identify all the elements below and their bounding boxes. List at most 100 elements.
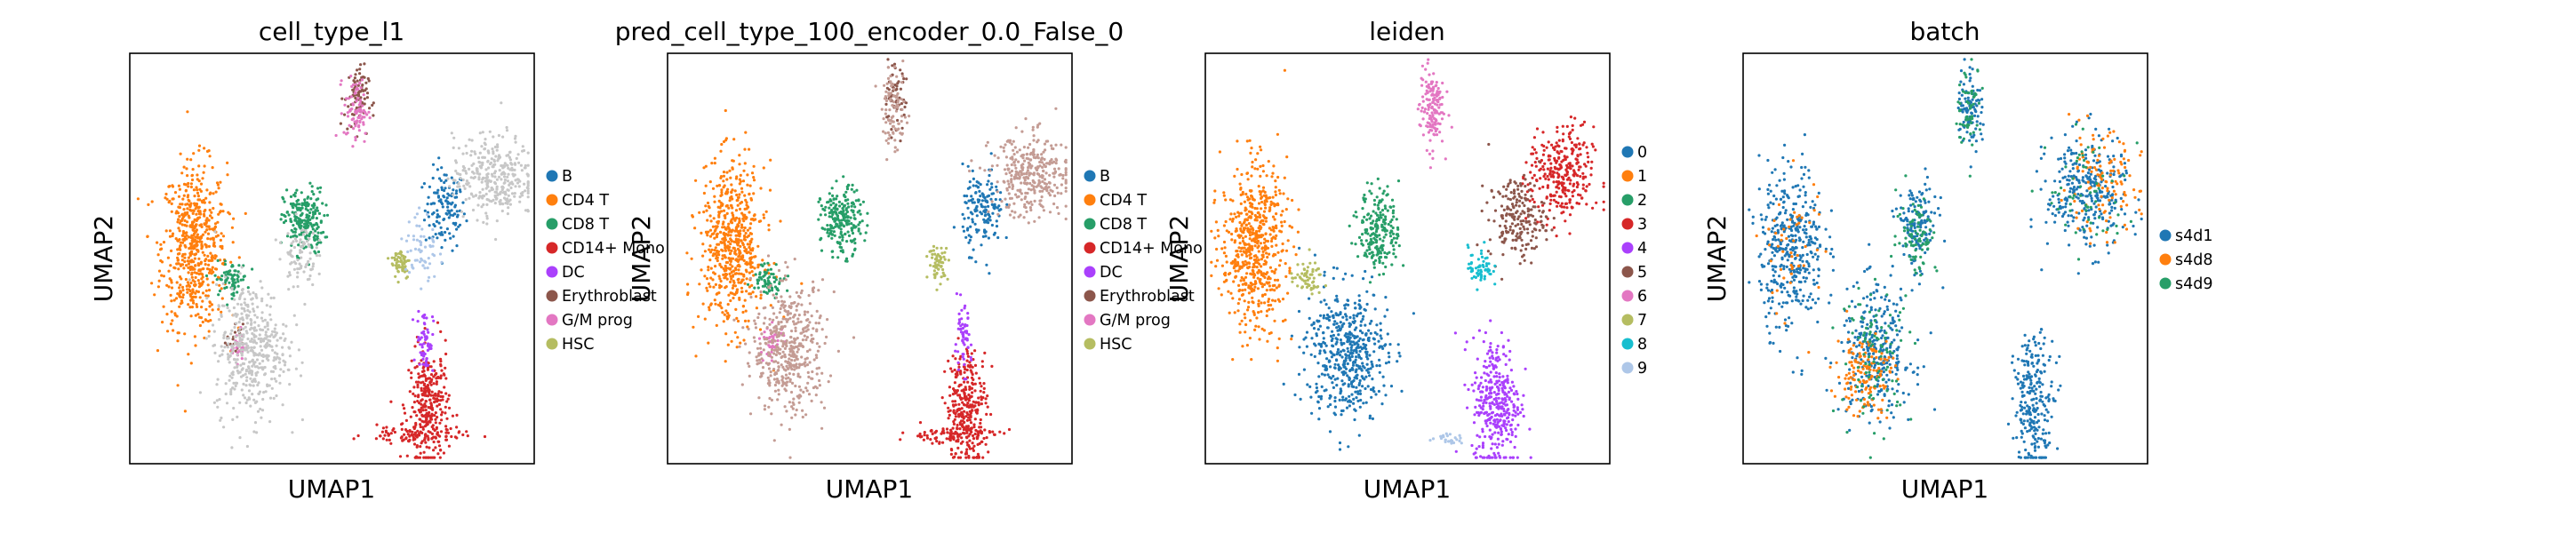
data-point: [220, 287, 223, 290]
data-point: [741, 383, 744, 386]
data-point: [366, 96, 369, 99]
data-point: [980, 243, 982, 246]
data-point: [963, 391, 965, 394]
data-point: [183, 239, 186, 242]
data-point: [901, 432, 904, 434]
data-point: [862, 201, 865, 203]
data-point: [967, 434, 970, 437]
data-point: [958, 408, 961, 410]
data-point: [775, 345, 778, 347]
data-point: [359, 90, 362, 92]
data-point: [810, 334, 812, 337]
data-point: [443, 218, 445, 220]
data-point: [967, 355, 970, 358]
data-point: [159, 243, 162, 246]
data-point: [980, 441, 983, 443]
data-point: [787, 377, 789, 379]
data-point: [187, 281, 189, 283]
data-point: [281, 346, 284, 349]
data-point: [494, 155, 497, 157]
data-point: [237, 285, 240, 288]
data-point: [780, 295, 782, 298]
data-point: [439, 457, 442, 459]
data-point: [441, 410, 444, 413]
data-point: [1051, 147, 1053, 150]
data-point: [282, 332, 284, 335]
data-point: [736, 336, 739, 338]
data-point: [969, 239, 972, 242]
data-point: [424, 442, 427, 444]
data-point: [213, 402, 216, 404]
data-point: [957, 362, 960, 364]
data-point: [763, 166, 765, 169]
data-point: [444, 367, 446, 370]
data-point: [443, 173, 445, 176]
data-point: [478, 195, 481, 197]
data-point: [718, 274, 721, 277]
data-point: [785, 374, 788, 377]
data-point: [291, 255, 293, 258]
data-point: [737, 278, 740, 281]
data-point: [492, 175, 494, 178]
data-point: [732, 138, 735, 140]
data-point: [411, 431, 413, 434]
data-point: [824, 213, 827, 216]
data-point: [461, 153, 464, 155]
data-point: [187, 303, 189, 306]
data-point: [798, 402, 801, 404]
data-point: [199, 324, 202, 327]
data-point: [440, 246, 443, 249]
data-point: [452, 194, 454, 196]
data-point: [775, 381, 778, 384]
data-point: [260, 340, 262, 343]
data-point: [172, 185, 174, 187]
data-point: [1024, 117, 1027, 120]
data-point: [201, 283, 204, 286]
data-point: [308, 237, 310, 240]
data-point: [963, 426, 965, 429]
data-point: [254, 335, 257, 338]
data-point: [201, 300, 204, 303]
data-point: [954, 369, 956, 371]
data-point: [394, 275, 396, 278]
data-point: [444, 353, 447, 355]
data-point: [740, 212, 743, 215]
data-point: [430, 203, 433, 205]
data-point: [254, 421, 257, 424]
data-point: [206, 255, 209, 258]
data-point: [720, 306, 723, 309]
data-point: [316, 223, 318, 226]
data-point: [230, 372, 233, 375]
data-point: [935, 430, 938, 433]
data-point: [782, 342, 785, 345]
data-point: [282, 403, 284, 406]
data-point: [707, 268, 709, 271]
data-point: [248, 361, 251, 363]
data-point: [436, 168, 439, 171]
data-point: [412, 235, 415, 237]
data-point: [736, 288, 739, 290]
data-point: [428, 262, 431, 265]
data-point: [476, 219, 478, 221]
data-point: [504, 179, 507, 181]
data-point: [1010, 179, 1012, 181]
data-point: [476, 167, 478, 170]
data-point: [400, 423, 403, 426]
data-point: [428, 420, 431, 423]
data-point: [972, 442, 974, 444]
data-point: [413, 216, 416, 219]
data-point: [789, 336, 792, 338]
data-point: [403, 256, 405, 259]
data-point: [462, 179, 465, 181]
data-point: [415, 225, 418, 227]
data-point: [425, 239, 428, 242]
data-point: [811, 314, 813, 317]
data-point: [433, 360, 436, 362]
data-point: [401, 435, 404, 438]
data-point: [792, 354, 795, 357]
data-point: [183, 224, 186, 227]
data-point: [219, 354, 221, 357]
data-point: [173, 312, 176, 314]
data-point: [153, 293, 156, 296]
data-point: [275, 238, 277, 241]
